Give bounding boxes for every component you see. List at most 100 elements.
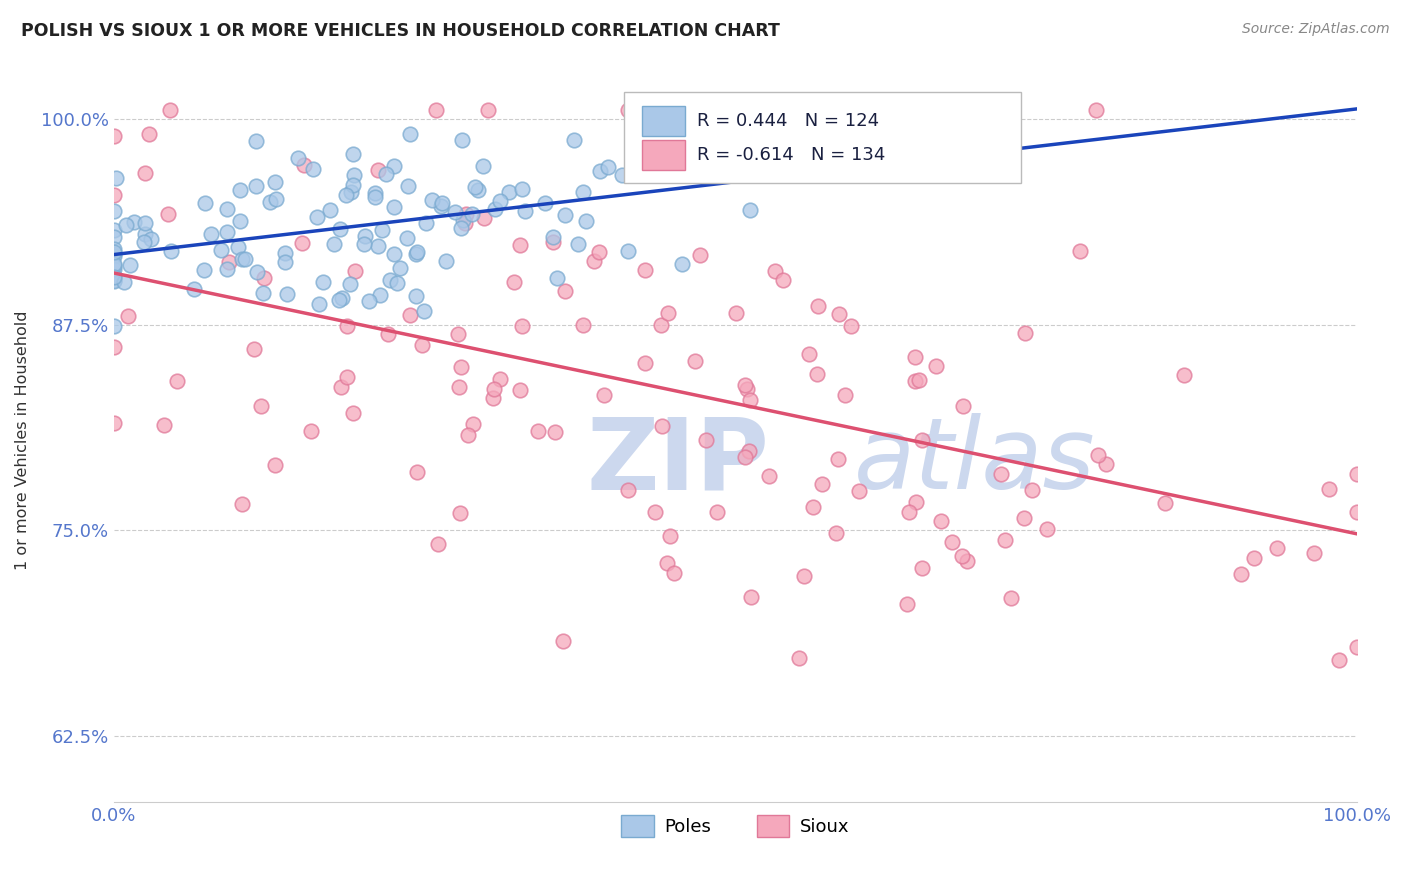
- Point: [509, 384, 531, 398]
- Point: [671, 257, 693, 271]
- Legend: Poles, Sioux: Poles, Sioux: [614, 807, 856, 844]
- Point: [139, 232, 162, 246]
- Point: [498, 185, 520, 199]
- Point: [807, 299, 830, 313]
- Point: [367, 239, 389, 253]
- Point: [292, 158, 315, 172]
- Point: [657, 306, 679, 320]
- Point: [1346, 640, 1368, 654]
- Point: [287, 151, 309, 165]
- Point: [904, 374, 927, 388]
- Point: [562, 133, 585, 147]
- Point: [357, 293, 380, 308]
- Point: [929, 515, 952, 529]
- Point: [610, 168, 633, 182]
- Point: [1014, 326, 1036, 341]
- Text: Source: ZipAtlas.com: Source: ZipAtlas.com: [1241, 22, 1389, 37]
- Point: [834, 388, 856, 402]
- Point: [554, 284, 576, 298]
- Point: [329, 380, 352, 394]
- Point: [103, 340, 125, 354]
- Point: [527, 424, 550, 438]
- Point: [103, 261, 125, 276]
- Point: [339, 277, 361, 292]
- Point: [405, 247, 427, 261]
- Point: [389, 260, 412, 275]
- Point: [787, 650, 810, 665]
- Point: [330, 291, 353, 305]
- Point: [103, 269, 125, 284]
- Point: [398, 308, 420, 322]
- Point: [952, 399, 974, 413]
- Point: [122, 215, 145, 229]
- Point: [264, 175, 287, 189]
- Point: [153, 418, 176, 433]
- Point: [797, 346, 820, 360]
- Point: [567, 236, 589, 251]
- Point: [848, 484, 870, 499]
- Point: [617, 483, 640, 498]
- Point: [706, 504, 728, 518]
- Point: [1087, 448, 1109, 462]
- Point: [398, 127, 420, 141]
- Point: [484, 202, 506, 216]
- Point: [990, 467, 1012, 482]
- Y-axis label: 1 or more Vehicles in Household: 1 or more Vehicles in Household: [15, 310, 30, 570]
- Point: [217, 225, 239, 239]
- Point: [353, 228, 375, 243]
- Point: [382, 200, 405, 214]
- Point: [319, 202, 342, 217]
- Text: R = 0.444   N = 124: R = 0.444 N = 124: [697, 112, 879, 130]
- Point: [941, 535, 963, 549]
- Point: [450, 360, 472, 375]
- Point: [200, 227, 222, 241]
- Point: [215, 261, 238, 276]
- Point: [308, 297, 330, 311]
- Point: [650, 318, 672, 332]
- Point: [382, 159, 405, 173]
- Point: [377, 326, 399, 341]
- Point: [471, 159, 494, 173]
- Point: [323, 236, 346, 251]
- Point: [103, 244, 125, 259]
- Point: [659, 142, 682, 156]
- FancyBboxPatch shape: [643, 106, 685, 136]
- Point: [250, 399, 273, 413]
- Point: [413, 304, 436, 318]
- Point: [456, 207, 478, 221]
- Point: [253, 271, 276, 285]
- Point: [103, 273, 125, 287]
- Point: [1317, 483, 1340, 497]
- Point: [481, 391, 503, 405]
- Point: [695, 433, 717, 447]
- Point: [425, 103, 447, 118]
- Point: [811, 477, 834, 491]
- Point: [841, 318, 863, 333]
- Point: [103, 319, 125, 334]
- Point: [245, 178, 267, 193]
- Point: [382, 247, 405, 261]
- Point: [464, 180, 486, 194]
- Point: [406, 245, 429, 260]
- Point: [264, 458, 287, 473]
- Point: [904, 351, 927, 365]
- Point: [734, 450, 756, 464]
- Point: [510, 318, 533, 333]
- Point: [103, 230, 125, 244]
- Point: [897, 505, 920, 519]
- Point: [704, 153, 727, 167]
- Point: [335, 188, 357, 202]
- Point: [1021, 483, 1043, 497]
- Point: [510, 182, 533, 196]
- Point: [138, 127, 160, 141]
- Point: [312, 276, 335, 290]
- Point: [593, 388, 616, 402]
- Point: [328, 293, 350, 307]
- Point: [353, 237, 375, 252]
- Point: [994, 533, 1017, 548]
- Point: [367, 163, 389, 178]
- Point: [194, 195, 217, 210]
- Point: [787, 153, 810, 167]
- Point: [598, 160, 620, 174]
- Point: [342, 178, 364, 192]
